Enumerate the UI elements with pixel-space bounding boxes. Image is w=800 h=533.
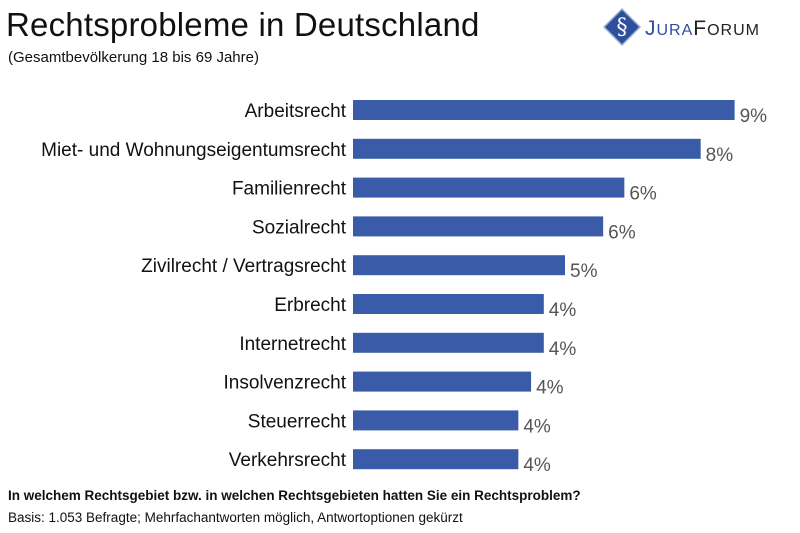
category-label: Familienrecht bbox=[232, 179, 347, 200]
bar bbox=[353, 216, 604, 237]
chart-title: Rechtsprobleme in Deutschland bbox=[6, 6, 480, 43]
bar bbox=[353, 177, 625, 198]
data-label: 9% bbox=[740, 106, 768, 127]
data-label: 6% bbox=[629, 184, 657, 205]
data-label: 8% bbox=[706, 145, 734, 166]
survey-question: In welchem Rechtsgebiet bzw. in welchen … bbox=[8, 488, 581, 503]
data-label: 6% bbox=[608, 222, 636, 243]
svg-text:§: § bbox=[617, 15, 628, 40]
bar bbox=[353, 332, 544, 353]
category-label: Arbeitsrecht bbox=[245, 101, 347, 122]
bar bbox=[353, 410, 519, 431]
bar bbox=[353, 371, 532, 392]
bar bbox=[353, 255, 565, 276]
category-label: Steuerrecht bbox=[248, 411, 347, 432]
category-label: Erbrecht bbox=[274, 295, 347, 316]
data-label: 4% bbox=[536, 378, 564, 399]
bar bbox=[353, 294, 544, 314]
category-label: Insolvenzrecht bbox=[223, 373, 346, 394]
bar bbox=[353, 449, 519, 470]
survey-basis: Basis: 1.053 Befragte; Mehrfachantworten… bbox=[8, 510, 463, 525]
data-label: 4% bbox=[549, 339, 577, 360]
juraforum-logo: § JURAFORUM bbox=[603, 8, 760, 46]
paragraph-diamond-icon: § bbox=[603, 8, 642, 46]
bar bbox=[353, 138, 701, 159]
category-label: Sozialrecht bbox=[252, 217, 347, 238]
chart-subtitle: (Gesamtbevölkerung 18 bis 69 Jahre) bbox=[8, 49, 259, 66]
category-label: Internetrecht bbox=[239, 334, 346, 355]
svg-text:JURAFORUM: JURAFORUM bbox=[645, 17, 760, 40]
data-label: 4% bbox=[523, 416, 551, 437]
category-label: Miet- und Wohnungseigentumsrecht bbox=[41, 140, 347, 161]
data-label: 4% bbox=[549, 300, 577, 321]
data-label: 4% bbox=[523, 455, 551, 476]
bar bbox=[353, 100, 735, 120]
category-label: Zivilrecht / Vertragsrecht bbox=[141, 256, 347, 277]
category-label: Verkehrsrecht bbox=[229, 450, 347, 471]
data-label: 5% bbox=[570, 261, 598, 282]
